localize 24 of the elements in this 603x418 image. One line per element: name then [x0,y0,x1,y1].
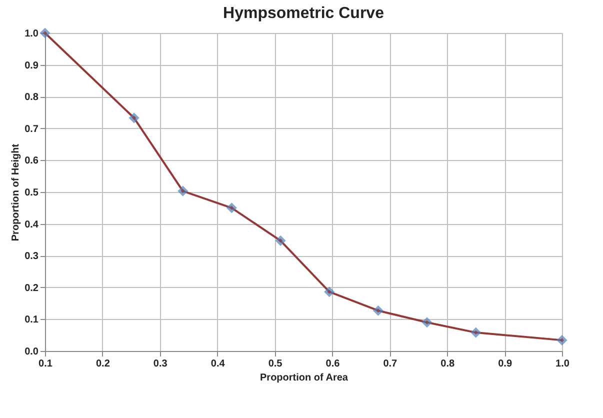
y-tick-label: 0.6 [24,156,39,167]
y-tick-label: 0.5 [24,188,39,198]
y-tick-label: 0.9 [24,60,39,72]
x-tick-label: 0.1 [38,358,53,370]
y-tick-label: 1.0 [24,28,39,40]
x-axis-title: Proportion of Area [260,372,348,384]
x-tick-label: 0.3 [153,358,168,370]
y-axis-title: Proportion of Height [10,143,22,242]
x-tick-label: 0.4 [210,358,226,370]
x-tick-label: 1.0 [556,358,570,370]
chart-title: Hympsometric Curve [223,5,384,22]
x-tick-label: 0.6 [326,358,340,370]
y-tick-label: 0.0 [24,346,39,358]
x-tick-label: 0.2 [96,358,110,370]
y-tick-label: 0.2 [24,282,39,294]
y-tick-label: 0.7 [24,124,39,135]
x-tick-label: 0.5 [268,358,283,370]
y-tick-label: 0.3 [24,251,39,262]
y-tick-label: 0.8 [24,92,39,104]
x-tick-label: 0.8 [440,358,455,370]
y-tick-label: 0.1 [24,314,39,326]
x-tick-label: 0.9 [498,358,512,370]
x-tick-label: 0.7 [383,358,398,370]
y-tick-label: 0.4 [24,219,39,230]
